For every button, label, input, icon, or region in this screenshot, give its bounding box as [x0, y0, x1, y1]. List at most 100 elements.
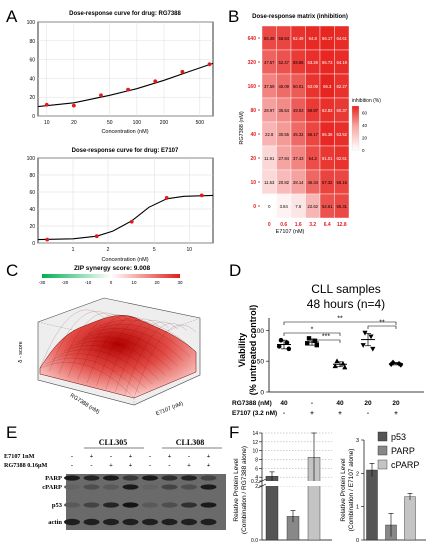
y-tick-label: 3	[356, 438, 359, 444]
cell-value-label: 27.84	[279, 156, 290, 161]
colorbar-tick-label: -30	[39, 280, 46, 285]
data-point	[199, 193, 204, 198]
fit-curve	[37, 62, 214, 108]
treatment-value: -	[110, 453, 112, 460]
x-tick-label: 100	[133, 120, 142, 126]
treatment-value: -	[71, 462, 73, 469]
y-tick-label: 40	[29, 207, 35, 213]
treatment-row-label: E7107 (3.2 nM)	[232, 410, 277, 417]
significance-label: **	[379, 320, 385, 327]
treatment-value: +	[187, 462, 191, 469]
panel-label-f: F	[229, 423, 239, 442]
cell-value-label: 64.19	[337, 60, 348, 65]
y-tick-label: 8	[255, 458, 258, 464]
tick-dot	[258, 181, 260, 183]
colorbar-tick-label: 0	[362, 148, 365, 153]
y-tick-label: 6	[255, 466, 258, 472]
cell-value-label: 57.32	[322, 180, 333, 185]
blot-band	[161, 518, 178, 526]
y-tick-label: 0	[32, 114, 35, 120]
cell-value-label: 63.26	[308, 60, 319, 65]
band-label: p53	[52, 502, 63, 509]
bar-cparp	[404, 496, 416, 541]
colorbar-tick-label: 20	[362, 135, 368, 140]
legend-label: p53	[391, 432, 406, 442]
treatment-value: -	[71, 453, 73, 460]
cell-value-label: 45.32	[293, 132, 304, 137]
treatment-value: -	[311, 400, 313, 407]
y-tick-label: 50	[257, 359, 265, 366]
data-point	[305, 341, 310, 346]
data-point	[129, 219, 134, 224]
x-tick-label: 0.6	[280, 222, 287, 228]
axis-break	[263, 481, 333, 486]
cell-value-label: 63.52	[337, 132, 348, 137]
treatment-value: -	[149, 453, 151, 460]
z-axis-label: δ - score	[18, 341, 24, 362]
tick-dot	[258, 205, 260, 207]
x-tick-label: 3.2	[309, 222, 316, 228]
colorbar-tick-label: -10	[85, 280, 92, 285]
synergy-colorbar	[42, 274, 180, 278]
x-tick-label: 10	[44, 120, 50, 126]
x-tick-label: 5	[153, 247, 156, 253]
chart-title: ZIP synergy score: 9.008	[74, 265, 151, 272]
legend-label: PARP	[391, 446, 415, 456]
western-blot: CLL305 CLL308 E7107 1nM - + - + - + - + RG7388 0.16…	[4, 438, 226, 530]
blot-band	[161, 475, 178, 481]
y-tick-label: 1	[356, 505, 359, 511]
blot-band	[200, 475, 217, 481]
sample-label: CLL308	[176, 438, 204, 447]
cell-value-label: 52.47	[279, 60, 290, 65]
chart-subtitle: 48 hours (n=4)	[307, 297, 385, 311]
significance-label: ***	[322, 334, 330, 341]
y-tick-label: 320	[248, 60, 257, 66]
cell-value-label: 37.43	[293, 156, 304, 161]
x-axis-label: Concentration (nM)	[101, 129, 148, 135]
cell-value-label: 50.01	[293, 84, 304, 89]
blot-band	[122, 518, 139, 526]
cell-value-label: 47.57	[264, 60, 275, 65]
significance-label: *	[311, 327, 314, 334]
treatment-value: +	[207, 462, 211, 469]
treatment-row-label: RG7388 (nM)	[232, 400, 272, 407]
y-tick-label: 2	[356, 471, 359, 477]
plot-frame	[37, 21, 214, 117]
cell-value-label: 55.31	[337, 204, 348, 209]
cell-value-label: 59.87	[308, 108, 319, 113]
data-point	[388, 361, 394, 368]
blot-band	[122, 502, 139, 508]
cell-value-label: 60.37	[337, 108, 348, 113]
cell-value-label: 11.53	[264, 180, 275, 185]
x-tick-label: 6.4	[324, 222, 331, 228]
band-label: cPARP	[42, 484, 62, 491]
cell-value-label: 65.36	[322, 132, 333, 137]
treatment-label: RG7388 0.16μM	[4, 462, 48, 469]
legend-swatch	[377, 431, 388, 442]
data-point	[45, 237, 50, 242]
band-label: PARP	[45, 475, 62, 482]
y-tick-label: 12	[252, 440, 258, 446]
treatment-value: -	[168, 462, 170, 469]
data-point	[342, 364, 348, 370]
y-tick-label: 10	[252, 449, 258, 455]
x-tick-label: 10	[186, 247, 192, 253]
blot-band	[200, 518, 217, 526]
y-tick-label: 60	[29, 190, 35, 196]
panel-label-a: A	[6, 7, 18, 26]
treatment-value: -	[283, 410, 285, 417]
cell-value-label: 0	[268, 204, 271, 209]
treatment-value: +	[310, 410, 314, 417]
chart-title: Dose-response curve for drug: RG7388	[69, 11, 181, 17]
bar-p53	[366, 469, 378, 541]
data-point	[360, 343, 366, 348]
legend-swatch	[377, 459, 388, 470]
treatment-value: 20	[364, 400, 372, 407]
y-tick-label: 40	[250, 132, 256, 138]
blot-band	[103, 475, 119, 481]
treatment-value: +	[129, 453, 133, 460]
y-tick-label: 20	[29, 95, 35, 101]
y-tick-label: 14	[252, 431, 258, 437]
dose-response-chart-e7107: Dose-response curve for drug: E7107 1 2 5 1…	[27, 148, 214, 263]
